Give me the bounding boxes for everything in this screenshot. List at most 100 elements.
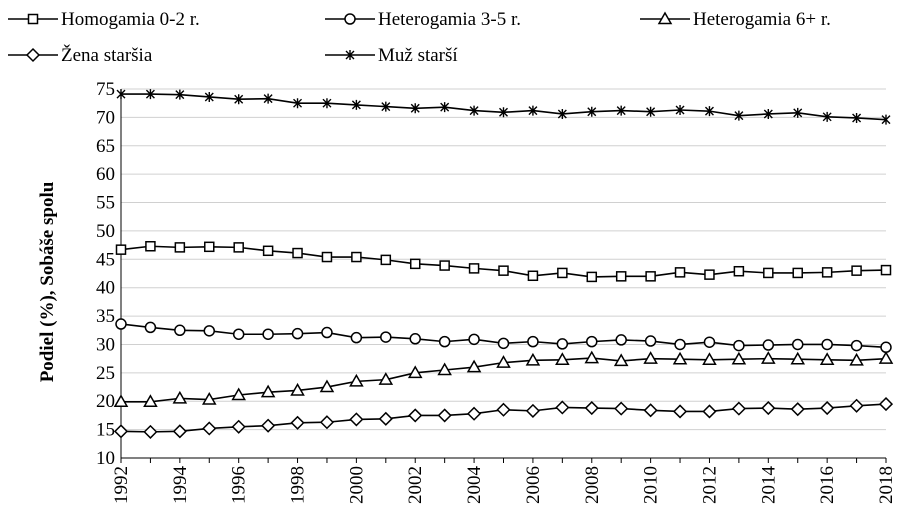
x-tick-label: 1994 — [170, 466, 191, 505]
x-tick-label: 1998 — [288, 466, 309, 504]
data-point — [703, 336, 716, 348]
data-point — [351, 251, 362, 263]
data-point — [145, 241, 156, 252]
data-point — [437, 408, 452, 423]
data-point — [878, 397, 894, 412]
data-point — [322, 98, 332, 109]
y-tick-label: 15 — [96, 420, 115, 441]
data-point — [262, 245, 274, 257]
data-point — [527, 335, 539, 348]
y-tick-label: 40 — [96, 278, 115, 299]
data-point — [116, 89, 126, 100]
data-point — [849, 352, 864, 366]
data-point — [616, 105, 626, 116]
data-point — [204, 91, 214, 102]
data-point — [525, 352, 541, 366]
data-point — [672, 351, 688, 365]
data-point — [498, 265, 509, 276]
data-point — [113, 424, 129, 439]
data-point — [437, 362, 452, 376]
y-tick-label: 65 — [96, 136, 115, 157]
series-lines — [120, 93, 887, 433]
data-point — [410, 103, 420, 114]
data-point — [878, 351, 894, 364]
legend-item: Heterogamia 3-5 r. — [325, 9, 521, 30]
data-point — [644, 335, 657, 347]
data-point — [584, 400, 599, 416]
legend-label: Heterogamia 6+ r. — [693, 9, 831, 30]
y-tick-label: 55 — [96, 193, 115, 214]
data-point — [174, 242, 186, 253]
legend-marker — [345, 50, 355, 60]
data-point — [587, 106, 597, 117]
data-point — [613, 353, 629, 367]
data-point — [762, 339, 775, 351]
x-tick-label: 2012 — [699, 466, 720, 504]
data-point — [733, 265, 745, 277]
y-tick-label: 50 — [96, 221, 115, 242]
data-point — [496, 402, 511, 417]
data-point — [380, 331, 392, 343]
data-point — [172, 390, 188, 404]
data-point — [260, 384, 276, 398]
legend-marker — [27, 13, 39, 25]
data-point — [349, 412, 364, 427]
data-point — [584, 350, 600, 364]
data-point — [793, 107, 803, 118]
data-point — [319, 379, 335, 393]
x-tick-label: 2006 — [523, 466, 544, 504]
data-point — [557, 108, 567, 119]
data-point — [290, 415, 305, 430]
data-point — [231, 419, 246, 434]
data-point — [468, 333, 480, 346]
y-tick-label: 60 — [96, 164, 115, 185]
data-point — [555, 352, 570, 366]
data-point — [440, 102, 450, 113]
data-point — [201, 392, 217, 405]
legend: Homogamia 0-2 r. Heterogamia 3-5 r. Hetero… — [8, 9, 831, 66]
data-point — [763, 108, 773, 119]
y-tick-label: 20 — [96, 391, 115, 412]
legend-label: Muž starší — [378, 45, 458, 66]
data-point — [880, 341, 892, 354]
x-tick-label: 2014 — [758, 466, 779, 505]
data-point — [790, 351, 806, 365]
data-point — [850, 339, 863, 352]
legend-marker — [657, 11, 673, 25]
data-point — [704, 269, 715, 280]
data-point — [319, 415, 335, 430]
data-point — [291, 327, 304, 340]
data-point — [731, 401, 746, 416]
data-point — [849, 398, 864, 413]
x-tick-label: 2016 — [817, 466, 838, 504]
data-point — [174, 324, 186, 337]
data-point — [439, 260, 450, 271]
legend-item: Žena staršia — [8, 44, 153, 66]
data-point — [702, 352, 717, 366]
data-point — [615, 334, 627, 346]
data-point — [763, 267, 774, 279]
y-tick-label: 10 — [96, 448, 115, 469]
data-point — [645, 271, 656, 282]
data-point — [469, 105, 479, 116]
data-point — [115, 244, 127, 255]
data-point — [702, 404, 717, 419]
data-point — [792, 267, 803, 279]
x-tick-label: 2018 — [876, 466, 897, 504]
legend-item: Heterogamia 6+ r. — [640, 9, 831, 30]
data-point — [733, 339, 745, 352]
data-point — [761, 400, 776, 416]
data-point — [525, 403, 540, 418]
data-point — [175, 89, 185, 100]
data-point — [468, 263, 480, 274]
legend-item: Muž starší — [325, 45, 458, 66]
x-tick-label: 1992 — [111, 466, 132, 504]
data-point — [643, 403, 658, 418]
y-tick-label: 75 — [96, 79, 115, 100]
data-point — [407, 365, 423, 379]
data-point — [819, 352, 835, 366]
data-point — [497, 337, 510, 350]
data-point — [528, 105, 538, 116]
data-point — [381, 101, 391, 112]
legend-marker — [25, 47, 41, 63]
